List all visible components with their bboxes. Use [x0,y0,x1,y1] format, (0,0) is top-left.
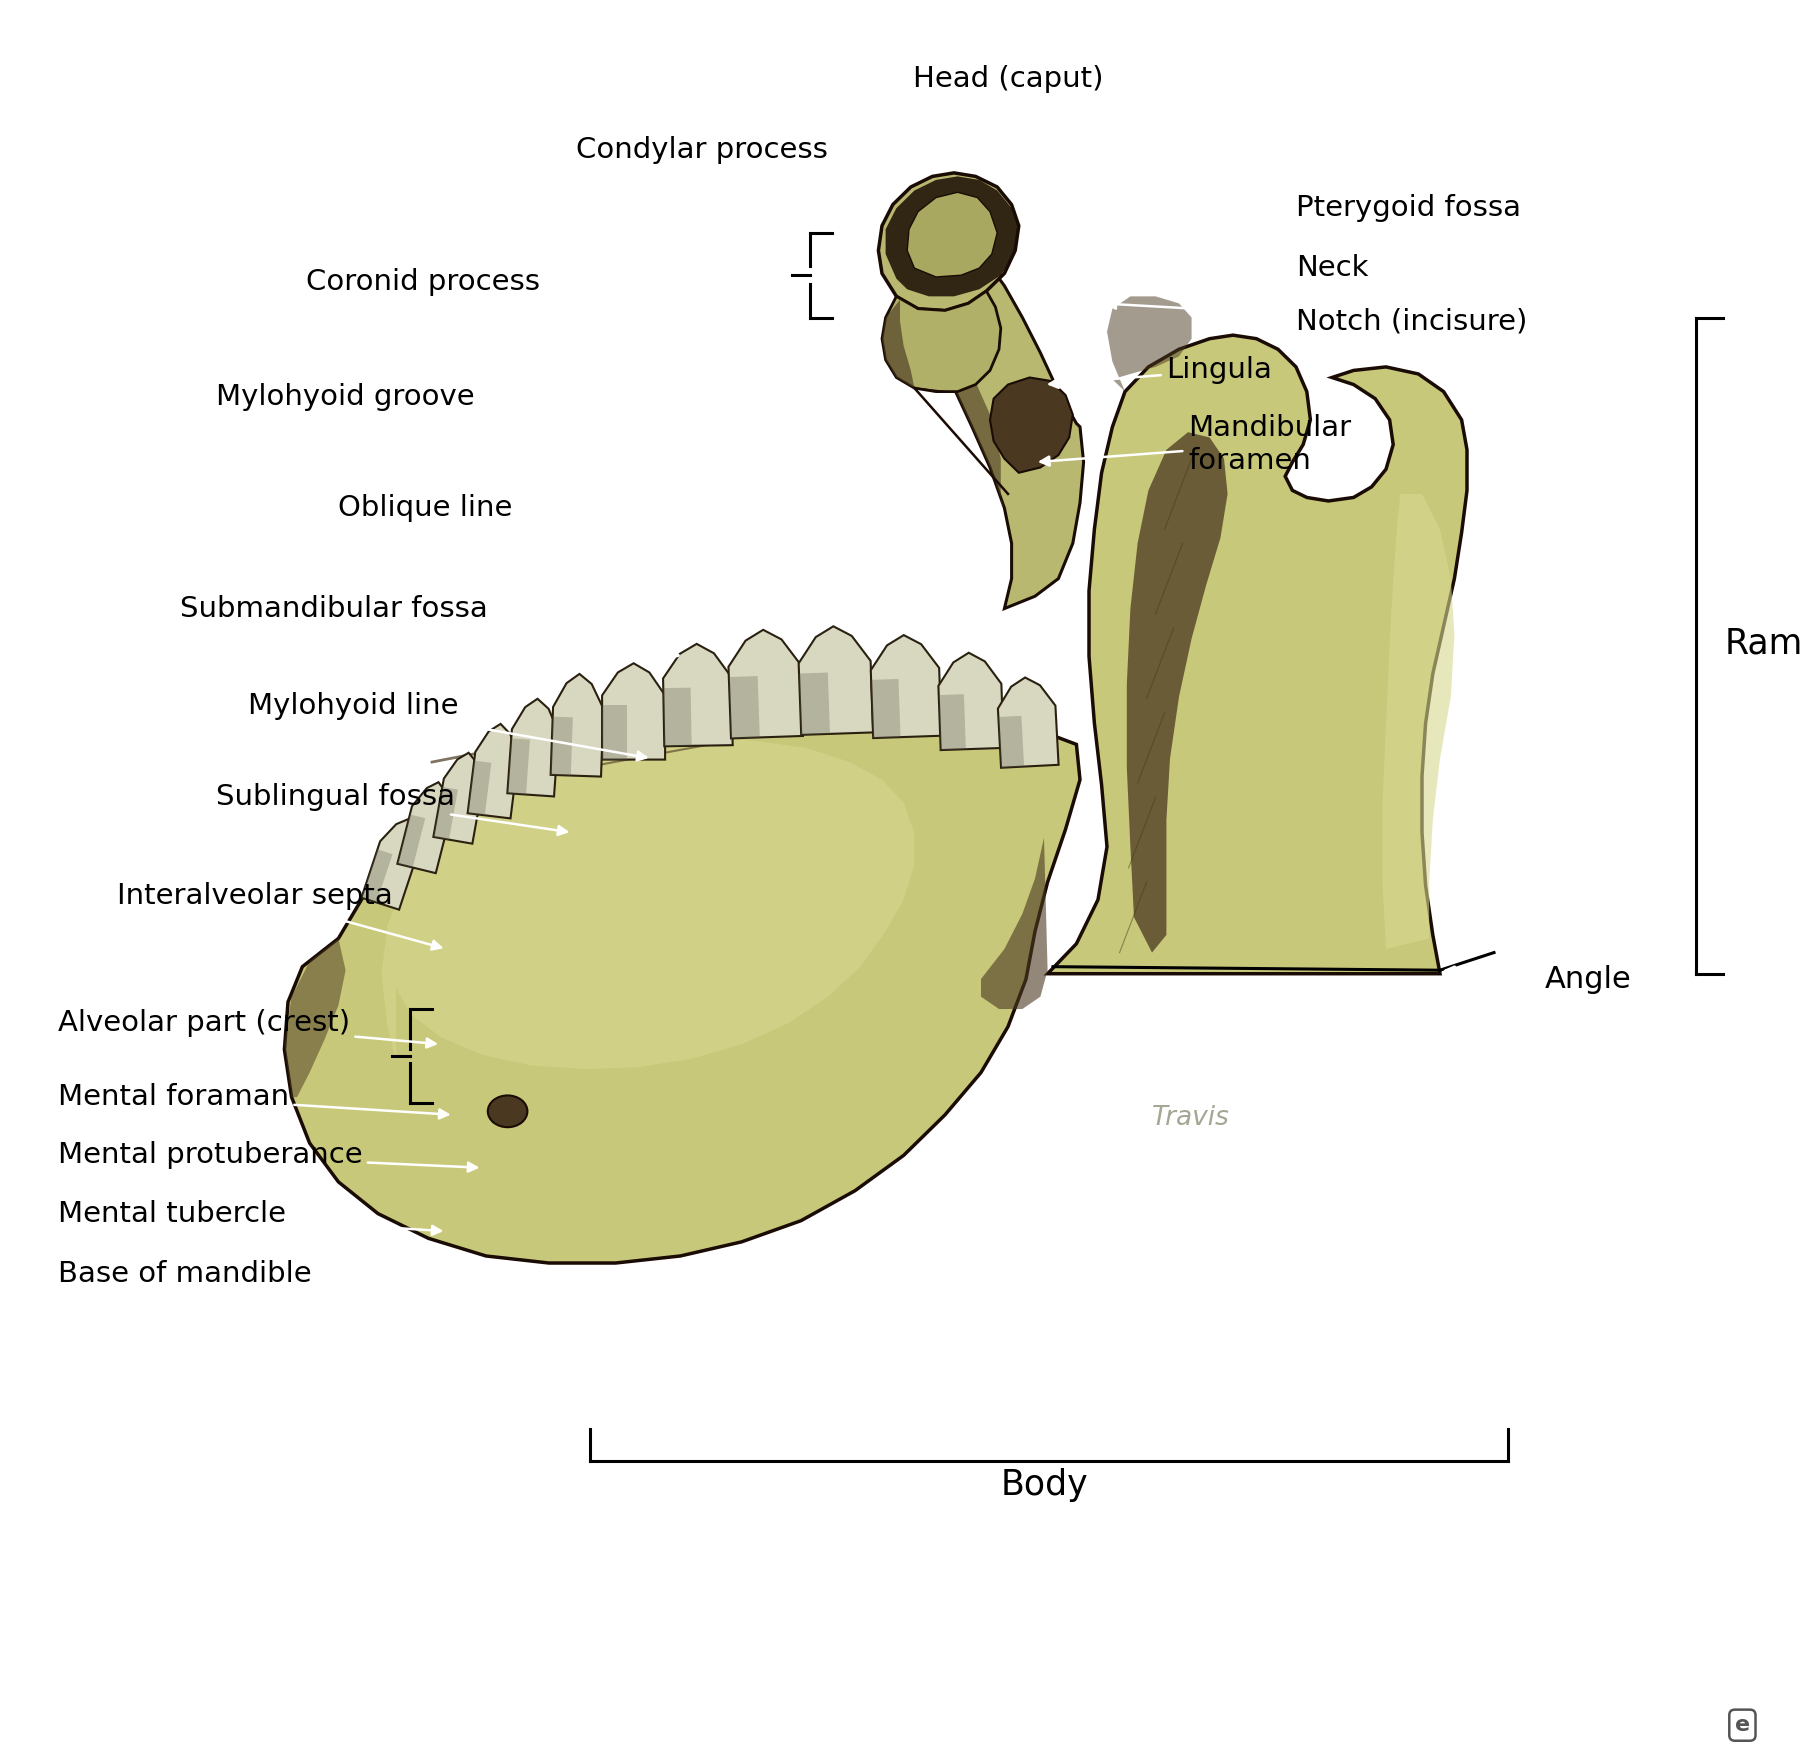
Polygon shape [882,300,914,388]
Polygon shape [398,781,450,873]
Text: e: e [1735,1715,1750,1736]
Text: Mandibular
foramen: Mandibular foramen [1040,415,1352,475]
Polygon shape [551,674,603,776]
Text: Coronid process: Coronid process [306,268,621,335]
Polygon shape [468,760,491,815]
Text: Mylohyoid groove: Mylohyoid groove [216,383,729,457]
Polygon shape [284,695,1080,1263]
Polygon shape [981,838,1048,1009]
Polygon shape [508,699,558,797]
Text: Mental tubercle: Mental tubercle [58,1200,441,1235]
Polygon shape [284,938,346,1097]
Text: Notch (incisure): Notch (incisure) [1107,300,1528,335]
Polygon shape [997,677,1058,767]
Text: Sublingual fossa: Sublingual fossa [216,783,567,834]
Polygon shape [1048,335,1467,974]
Polygon shape [601,704,626,760]
Polygon shape [398,815,425,868]
Polygon shape [468,723,518,818]
Polygon shape [382,737,914,1069]
Polygon shape [729,676,760,739]
Polygon shape [434,787,457,840]
Polygon shape [940,695,967,750]
Polygon shape [434,753,482,843]
Polygon shape [938,653,1004,750]
Polygon shape [900,222,1004,508]
Polygon shape [871,679,900,737]
Polygon shape [999,716,1024,767]
Text: Condylar process: Condylar process [576,136,855,224]
Polygon shape [886,176,1019,296]
Text: Mylohyoid line: Mylohyoid line [248,691,646,760]
Text: Angle: Angle [1445,965,1631,993]
Text: Pterygoid fossa: Pterygoid fossa [1085,194,1521,247]
Text: Ramus: Ramus [1724,626,1800,662]
Text: Base of mandible: Base of mandible [58,1259,405,1300]
Polygon shape [900,222,1084,609]
Text: Interalveolar septa: Interalveolar septa [117,882,441,949]
Polygon shape [362,848,392,903]
Polygon shape [662,688,691,746]
Polygon shape [882,291,1001,392]
Polygon shape [1127,432,1228,953]
Polygon shape [799,672,830,736]
Text: Oblique line: Oblique line [338,494,697,579]
Polygon shape [799,626,873,736]
Polygon shape [551,716,572,776]
Text: Mental foraman: Mental foraman [58,1083,448,1118]
Text: Neck: Neck [1082,254,1368,282]
Polygon shape [878,173,1019,310]
Text: Lingula: Lingula [1049,356,1273,388]
Polygon shape [907,192,997,277]
Text: Submandibular fossa: Submandibular fossa [180,594,679,658]
Polygon shape [362,818,418,910]
Polygon shape [508,739,529,794]
Text: Alveolar part (crest): Alveolar part (crest) [58,1009,436,1048]
Polygon shape [1382,494,1454,949]
Polygon shape [662,644,733,746]
Polygon shape [601,663,666,760]
Polygon shape [990,377,1073,473]
Polygon shape [1107,296,1192,392]
Ellipse shape [488,1095,527,1127]
Polygon shape [729,630,803,739]
Text: Travis: Travis [1152,1106,1229,1131]
Text: Head (caput): Head (caput) [913,65,1103,171]
Text: Body: Body [1001,1468,1087,1503]
Text: Mental protuberance: Mental protuberance [58,1141,477,1171]
Polygon shape [871,635,941,737]
